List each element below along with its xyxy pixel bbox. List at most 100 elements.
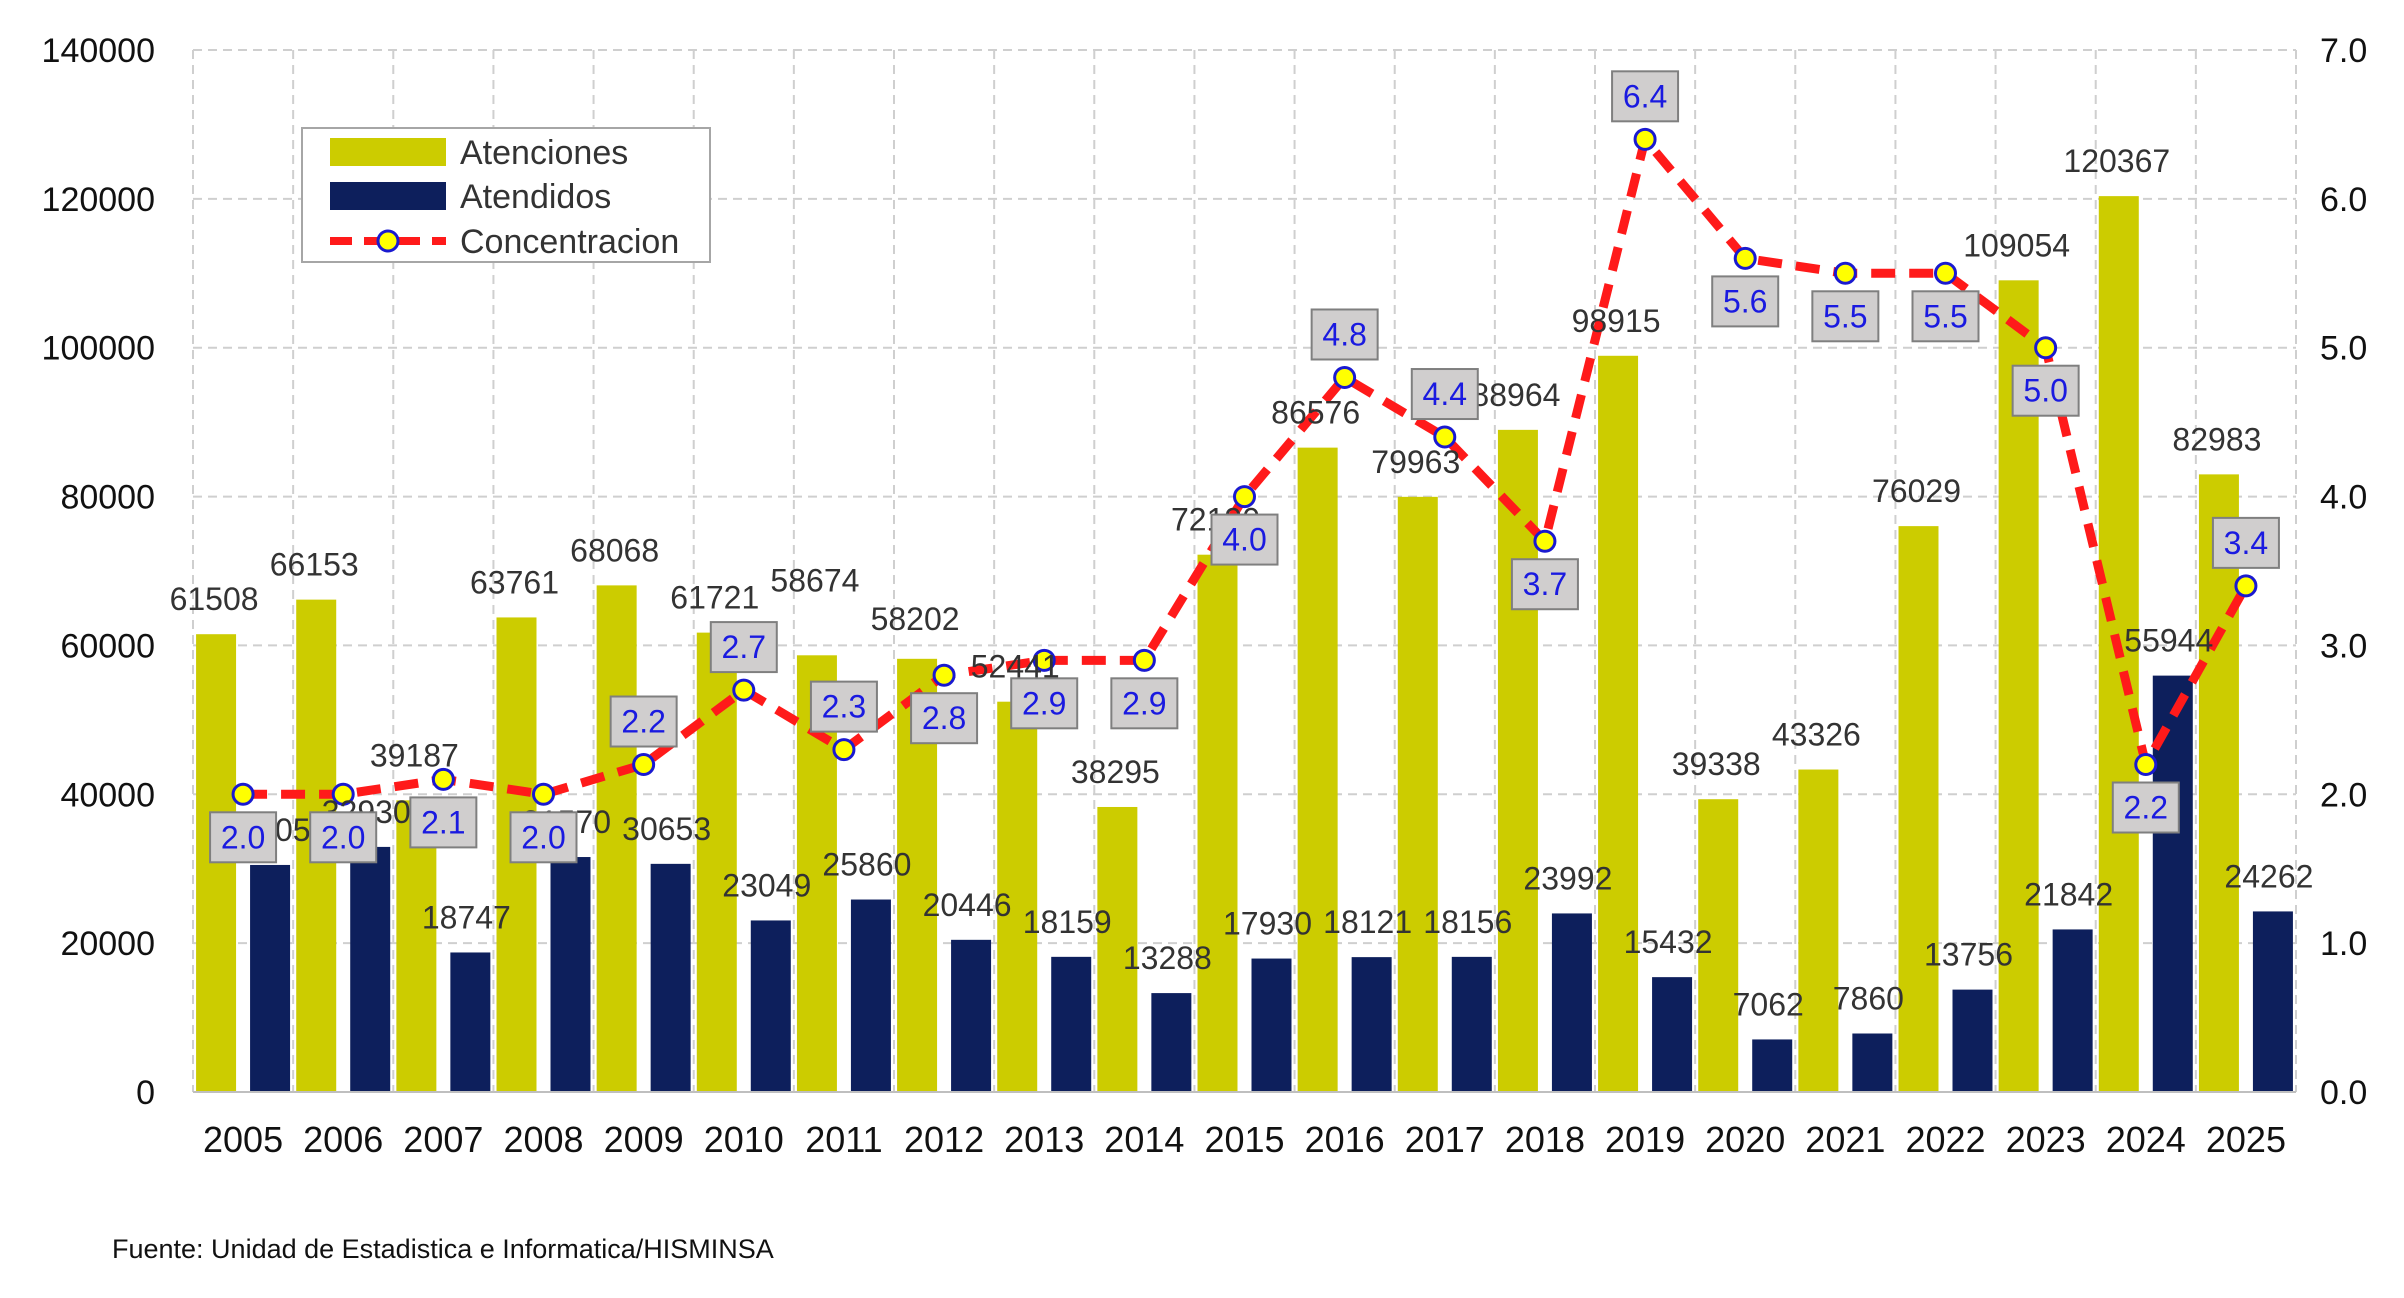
bar-series bbox=[196, 196, 2293, 1093]
concentration-marker bbox=[1433, 425, 1457, 449]
atendidos-bar bbox=[2052, 929, 2093, 1092]
x-tick-label: 2016 bbox=[1305, 1119, 1385, 1160]
x-tick-label: 2019 bbox=[1605, 1119, 1685, 1160]
y-left-tick-label: 120000 bbox=[42, 181, 155, 219]
atenciones-bar bbox=[1397, 496, 1438, 1092]
concentration-label-box bbox=[1510, 558, 1579, 611]
concentration-label-box bbox=[1310, 308, 1379, 361]
concentration-value-label: 2.7 bbox=[722, 629, 766, 665]
atendidos-value-label: 18159 bbox=[1023, 904, 1112, 940]
x-tick-label: 2015 bbox=[1204, 1119, 1284, 1160]
x-tick-label: 2018 bbox=[1505, 1119, 1585, 1160]
concentration-marker bbox=[431, 767, 455, 791]
concentration-label-box bbox=[509, 811, 578, 864]
concentration-value-label: 5.5 bbox=[1923, 298, 1967, 334]
legend-label: Atenciones bbox=[460, 134, 628, 172]
concentration-marker bbox=[532, 782, 555, 806]
concentration-marker bbox=[832, 738, 856, 762]
atenciones-bar bbox=[1297, 447, 1338, 1092]
atendidos-bar bbox=[550, 857, 591, 1092]
concentration-label-box bbox=[1811, 290, 1880, 343]
atendidos-value-label: 7062 bbox=[1733, 986, 1804, 1022]
atenciones-bar bbox=[1097, 806, 1138, 1092]
concentration-label-box bbox=[1010, 677, 1079, 730]
concentration-value-label: 2.0 bbox=[521, 819, 565, 855]
y-right-tick-label: 4.0 bbox=[2320, 479, 2367, 517]
concentration-marker bbox=[1132, 648, 1156, 672]
atenciones-bar bbox=[1497, 429, 1538, 1093]
atenciones-value-label: 38295 bbox=[1071, 754, 1160, 790]
y-left-tick-label: 20000 bbox=[60, 925, 155, 963]
y-left-tick-label: 140000 bbox=[42, 32, 155, 70]
x-tick-label: 2025 bbox=[2206, 1119, 2286, 1160]
atenciones-bar bbox=[1898, 526, 1939, 1092]
concentration-label-box bbox=[2111, 781, 2180, 834]
legend-label: Atendidos bbox=[460, 178, 611, 216]
x-tick-label: 2010 bbox=[704, 1119, 784, 1160]
y-left-tick-label: 100000 bbox=[42, 330, 155, 368]
concentration-value-label: 3.7 bbox=[1523, 566, 1567, 602]
x-tick-label: 2013 bbox=[1004, 1119, 1084, 1160]
atenciones-value-label: 109054 bbox=[1963, 227, 2070, 263]
concentration-label-box bbox=[809, 680, 878, 733]
y-right-tick-label: 6.0 bbox=[2320, 181, 2367, 219]
concentration-value-label: 5.5 bbox=[1823, 298, 1867, 334]
legend: Atenciones Atendidos Concentracion bbox=[301, 127, 711, 263]
concentration-value-label: 2.2 bbox=[621, 704, 665, 740]
atenciones-value-label: 76029 bbox=[1872, 473, 1961, 509]
legend-label: Concentracion bbox=[460, 223, 679, 261]
atenciones-value-label: 58674 bbox=[770, 562, 859, 598]
atendidos-bar bbox=[1952, 989, 1993, 1092]
concentration-label-box bbox=[609, 695, 678, 748]
atendidos-bar bbox=[1752, 1039, 1793, 1092]
atendidos-value-label: 18156 bbox=[1423, 904, 1512, 940]
x-tick-label: 2017 bbox=[1405, 1119, 1485, 1160]
atenciones-value-label: 61508 bbox=[170, 581, 259, 617]
atenciones-value-label: 39187 bbox=[370, 737, 459, 773]
atendidos-value-label: 17930 bbox=[1223, 906, 1312, 942]
y-right-tick-label: 3.0 bbox=[2320, 627, 2367, 665]
y-right-tick-label: 0.0 bbox=[2320, 1074, 2367, 1112]
data-labels: 6150830505661533293039187187476376131570… bbox=[170, 70, 2313, 1022]
atenciones-bar bbox=[997, 701, 1038, 1092]
atendidos-value-label: 23049 bbox=[722, 867, 811, 903]
atenciones-value-label: 66153 bbox=[270, 547, 359, 583]
x-tick-label: 2005 bbox=[203, 1119, 283, 1160]
y-left-tick-label: 0 bbox=[136, 1074, 155, 1112]
concentration-marker bbox=[1533, 529, 1557, 553]
atendidos-bar bbox=[350, 846, 391, 1092]
atendidos-value-label: 13288 bbox=[1123, 940, 1212, 976]
concentration-value-label: 5.6 bbox=[1723, 283, 1767, 319]
atenciones-bar bbox=[1698, 799, 1739, 1092]
legend-swatch-concentracion-marker bbox=[376, 229, 400, 253]
concentration-label-box bbox=[409, 796, 478, 849]
concentration-label-box bbox=[910, 692, 979, 745]
atendidos-bar bbox=[1652, 977, 1693, 1092]
legend-swatch-atendidos bbox=[330, 182, 446, 210]
concentration-value-label: 2.2 bbox=[2124, 790, 2168, 826]
concentration-marker bbox=[632, 753, 656, 777]
atendidos-bar bbox=[1852, 1033, 1893, 1092]
atendidos-bar bbox=[750, 920, 791, 1092]
x-tick-label: 2021 bbox=[1805, 1119, 1885, 1160]
concentration-marker bbox=[1032, 648, 1056, 672]
concentration-label-box bbox=[1611, 70, 1680, 123]
x-tick-label: 2009 bbox=[604, 1119, 684, 1160]
y-right-tick-label: 7.0 bbox=[2320, 32, 2367, 70]
concentration-value-label: 2.3 bbox=[822, 689, 866, 725]
concentration-marker bbox=[1733, 246, 1757, 270]
concentration-label-box bbox=[2011, 364, 2080, 417]
x-tick-label: 2006 bbox=[303, 1119, 383, 1160]
atenciones-value-label: 86576 bbox=[1271, 395, 1360, 431]
concentration-label-box bbox=[1911, 290, 1980, 343]
atendidos-value-label: 20446 bbox=[923, 887, 1012, 923]
source-note: Fuente: Unidad de Estadistica e Informat… bbox=[112, 1234, 774, 1264]
atenciones-value-label: 79963 bbox=[1371, 444, 1460, 480]
y-right-tick-label: 5.0 bbox=[2320, 330, 2367, 368]
x-tick-label: 2024 bbox=[2106, 1119, 2186, 1160]
concentration-label-box bbox=[1410, 368, 1479, 421]
x-tick-label: 2011 bbox=[805, 1119, 882, 1160]
atendidos-bar bbox=[1351, 957, 1392, 1092]
concentration-value-label: 2.9 bbox=[1122, 685, 1166, 721]
concentration-label-box bbox=[209, 811, 278, 864]
